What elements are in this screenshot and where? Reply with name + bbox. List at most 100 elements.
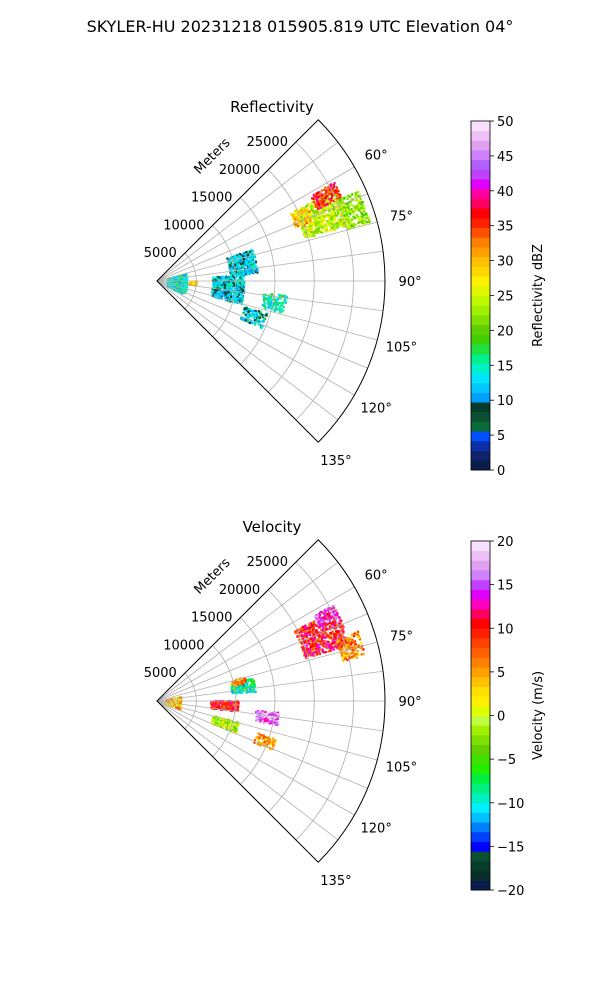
echo-gate bbox=[184, 285, 188, 288]
echo-gate bbox=[241, 295, 244, 298]
echo-gate bbox=[308, 631, 311, 634]
echo-gate bbox=[260, 326, 263, 330]
echo-gate bbox=[218, 285, 221, 288]
reflectivity-panel: Reflectivity500010000150002000025000Mete… bbox=[144, 98, 546, 479]
echo-gate bbox=[234, 729, 237, 732]
echo-gate bbox=[314, 232, 317, 235]
echo-gate bbox=[323, 611, 326, 614]
echo-gate bbox=[246, 682, 249, 685]
angle-tick-label: 75° bbox=[390, 209, 413, 224]
echo-gate bbox=[301, 630, 305, 634]
echo-gate bbox=[328, 187, 331, 190]
echo-gate bbox=[324, 631, 327, 635]
echo-gate bbox=[354, 207, 357, 210]
colorbar-tick-label: 50 bbox=[497, 115, 514, 130]
echo-gate bbox=[246, 309, 249, 312]
echo-gate bbox=[301, 225, 304, 228]
echo-gate bbox=[319, 624, 322, 627]
echo-gate bbox=[246, 259, 249, 262]
echo-gate bbox=[213, 702, 216, 705]
echo-gate bbox=[234, 686, 237, 689]
echo-gate bbox=[314, 650, 318, 653]
echo-gate bbox=[244, 679, 247, 682]
echo-gate bbox=[343, 214, 346, 217]
echo-gate bbox=[244, 273, 247, 276]
echo-gate bbox=[337, 218, 340, 221]
echo-gate bbox=[245, 307, 248, 310]
echo-gate bbox=[351, 638, 354, 641]
echo-gate bbox=[318, 202, 321, 205]
echo-gate bbox=[308, 651, 311, 654]
echo-gate bbox=[247, 316, 250, 319]
echo-gate bbox=[267, 305, 270, 308]
colorbar-tick-label: 45 bbox=[497, 150, 514, 165]
echo-gate bbox=[343, 196, 346, 199]
echo-gate bbox=[315, 222, 318, 225]
echo-gate bbox=[322, 616, 325, 619]
echo-gate bbox=[335, 207, 338, 210]
echo-gate bbox=[305, 219, 308, 222]
echo-gate bbox=[362, 653, 366, 656]
echo-gate bbox=[236, 688, 239, 691]
echo-gate bbox=[334, 213, 337, 216]
echo-gate bbox=[255, 715, 258, 719]
colorbar-swatch bbox=[471, 256, 490, 267]
echo-gate bbox=[170, 705, 173, 708]
echo-gate bbox=[182, 291, 185, 294]
echo-gate bbox=[305, 216, 308, 219]
echo-gate bbox=[247, 690, 250, 693]
colorbar-swatch bbox=[471, 382, 490, 393]
echo-gate bbox=[247, 262, 250, 265]
echo-gate bbox=[239, 686, 242, 689]
echo-gate bbox=[321, 650, 324, 653]
echo-gate bbox=[235, 690, 238, 693]
echo-gate bbox=[317, 227, 320, 230]
echo-gate bbox=[227, 280, 230, 283]
figure-suptitle: SKYLER-HU 20231218 015905.819 UTC Elevat… bbox=[87, 17, 514, 36]
echo-gate bbox=[360, 203, 363, 206]
echo-gate bbox=[336, 612, 339, 615]
echo-gate bbox=[338, 220, 341, 223]
echo-gate bbox=[330, 198, 333, 201]
echo-gate bbox=[235, 268, 238, 271]
echo-gate bbox=[333, 219, 336, 222]
echo-gate bbox=[305, 207, 308, 210]
echo-gate bbox=[245, 263, 249, 266]
echo-gate bbox=[228, 726, 231, 729]
echo-gate bbox=[232, 271, 235, 274]
echo-gate bbox=[229, 704, 232, 707]
echo-gate bbox=[232, 290, 236, 293]
echo-gate bbox=[324, 186, 327, 189]
echo-gate bbox=[246, 318, 249, 321]
echo-gate bbox=[256, 711, 259, 714]
echo-gate bbox=[219, 719, 222, 722]
echo-gate bbox=[218, 283, 221, 286]
echo-gate bbox=[341, 642, 344, 645]
echo-gate bbox=[366, 214, 369, 217]
echo-gate bbox=[313, 206, 316, 209]
echo-gate bbox=[226, 287, 229, 290]
echo-gate bbox=[342, 659, 345, 662]
echo-gate bbox=[238, 299, 242, 302]
echo-gate bbox=[240, 266, 243, 269]
echo-gate bbox=[225, 288, 228, 291]
echo-gate bbox=[310, 223, 313, 226]
echo-gate bbox=[308, 228, 311, 231]
echo-gate bbox=[234, 270, 237, 273]
echo-gate bbox=[328, 615, 331, 618]
echo-gate bbox=[328, 201, 332, 205]
echo-gate bbox=[345, 212, 348, 215]
echo-gate bbox=[340, 636, 343, 639]
echo-gate bbox=[311, 230, 314, 234]
echo-gate bbox=[334, 634, 337, 637]
echo-gate bbox=[248, 250, 252, 253]
echo-gate bbox=[311, 644, 314, 647]
echo-gate bbox=[343, 220, 346, 223]
echo-gate bbox=[273, 298, 276, 301]
echo-gate bbox=[340, 647, 343, 650]
echo-gate bbox=[212, 286, 215, 289]
echo-gate bbox=[367, 216, 370, 219]
echo-gate bbox=[224, 283, 227, 287]
echo-gate bbox=[315, 224, 318, 228]
echo-gate bbox=[251, 682, 254, 685]
